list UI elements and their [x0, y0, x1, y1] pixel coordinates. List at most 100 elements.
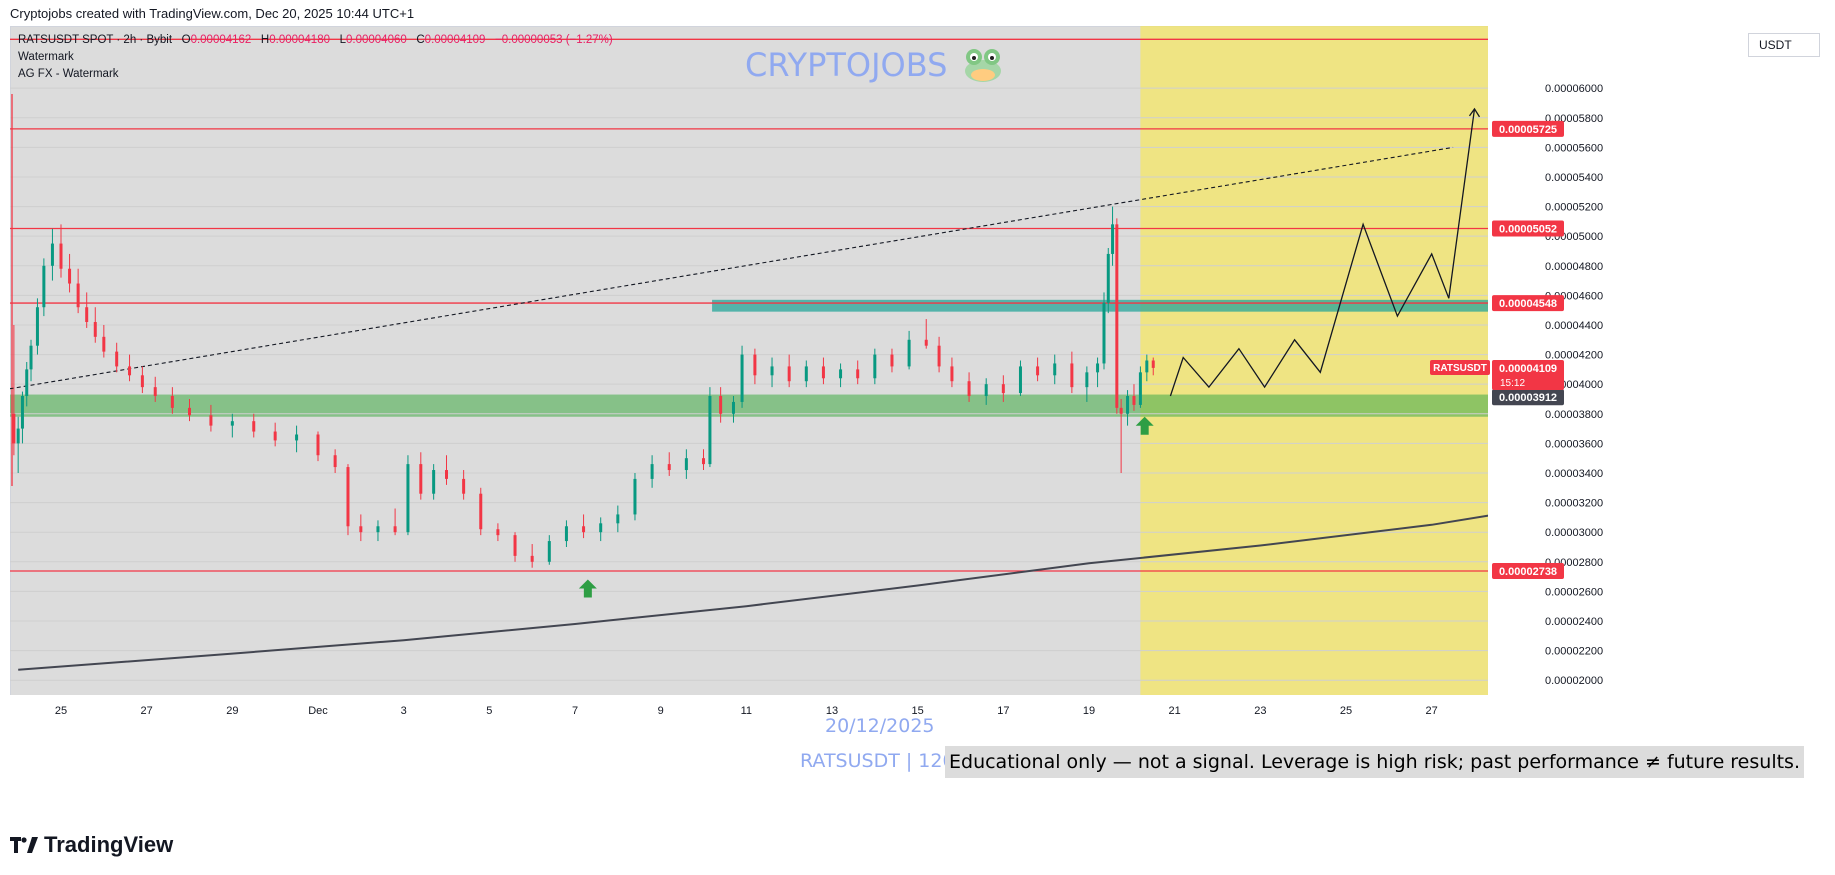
candle-body [188, 407, 191, 416]
moving-average-line [18, 513, 1497, 671]
indicator-watermark[interactable]: Watermark [18, 51, 74, 63]
countdown-text: 15:12 [1500, 378, 1525, 389]
candle-body [20, 396, 24, 429]
tradingview-logo[interactable]: TradingView [10, 832, 173, 858]
candle [719, 387, 723, 423]
candle-body [252, 421, 256, 432]
candle-body [462, 478, 466, 494]
candle [140, 366, 144, 394]
candle [102, 324, 106, 358]
currency-button[interactable]: USDT [1748, 33, 1820, 57]
tradingview-logo-icon [10, 837, 38, 853]
price-label-text: 0.00004548 [1499, 298, 1557, 310]
candle [731, 396, 735, 423]
candle-body [35, 307, 39, 346]
y-tick-label: 0.00003600 [1545, 438, 1603, 450]
y-tick-label: 0.00003400 [1545, 468, 1603, 480]
candle-body [731, 401, 735, 414]
candle-body [907, 339, 911, 367]
indicator-agfx-watermark[interactable]: AG FX - Watermark [18, 68, 119, 80]
support-zone [10, 394, 1488, 417]
candle [1138, 366, 1142, 408]
watermark-date: 20/12/2025 [825, 715, 935, 737]
candle [29, 339, 33, 382]
candle-body [346, 467, 350, 527]
candle-body [821, 366, 825, 379]
x-tick-label: Dec [308, 705, 328, 717]
candle-body [376, 526, 380, 533]
price-label-text: 0.00002738 [1499, 566, 1557, 578]
candle [50, 228, 54, 281]
candle [564, 520, 568, 547]
candle [1126, 390, 1130, 426]
candle [890, 348, 894, 373]
candle [419, 452, 423, 500]
brand-text: CRYPTOJOBS [745, 46, 948, 84]
candle-body [16, 428, 20, 444]
current-price-text: 0.00004109 [1499, 363, 1557, 375]
candle [650, 455, 654, 488]
candle-body [29, 345, 33, 370]
trend-line [10, 146, 1454, 390]
open-label: O [181, 34, 191, 46]
candle-body [1119, 407, 1123, 414]
candle [16, 416, 20, 473]
candle [599, 517, 603, 542]
candle-body [419, 464, 423, 494]
price-axis-panel[interactable] [1488, 26, 1825, 819]
candle-body [839, 369, 843, 379]
candle-body [564, 526, 568, 542]
projection-path [1169, 108, 1476, 397]
up-arrow-icon [1135, 416, 1154, 435]
candle [170, 387, 174, 414]
symbol-label[interactable]: RATSUSDT SPOT · 2h · Bybit [18, 34, 173, 46]
candle-body [873, 354, 877, 379]
candle-body [1018, 366, 1022, 394]
x-tick-label: 5 [486, 705, 492, 717]
candle [1018, 360, 1022, 397]
candle [393, 508, 397, 536]
candle-body [316, 434, 320, 456]
y-tick-label: 0.00003000 [1545, 527, 1603, 539]
price-chart[interactable]: 0.000060000.000058000.000056000.00005400… [10, 26, 1825, 819]
candle-body [50, 243, 54, 266]
candle [967, 372, 971, 402]
price-label-text: 0.00005052 [1499, 223, 1557, 235]
candle [684, 449, 688, 479]
candle [804, 360, 808, 388]
candle-body [770, 366, 774, 376]
candle [1145, 354, 1149, 382]
candle-body [1096, 363, 1100, 373]
candle-body [937, 345, 941, 367]
candle [1119, 398, 1123, 473]
candle [115, 342, 119, 373]
candle-body [684, 458, 688, 471]
candle-body [650, 464, 654, 479]
y-tick-label: 0.00006000 [1545, 83, 1603, 95]
candle [1085, 366, 1089, 402]
y-tick-label: 0.00005400 [1545, 172, 1603, 184]
candle-body [479, 493, 483, 530]
candle-body [68, 268, 72, 284]
candle-body [1126, 396, 1130, 414]
candle [85, 292, 89, 328]
candle-body [547, 541, 551, 562]
candle [907, 330, 911, 370]
candle [616, 505, 620, 533]
candle-body [1115, 224, 1119, 408]
candle-body [719, 396, 723, 414]
candle [787, 354, 791, 388]
candle-body [295, 434, 299, 441]
change-value: −0.00000053 (−1.27%) [495, 34, 613, 46]
candle-body [950, 366, 954, 382]
candle [702, 449, 705, 471]
x-tick-label: 29 [226, 705, 238, 717]
candle [93, 307, 97, 343]
price-label-box [1492, 120, 1564, 137]
candle [59, 224, 63, 278]
candle-body [209, 415, 213, 426]
price-label-box [1492, 389, 1564, 406]
candle-body [1145, 360, 1149, 373]
candle-body [616, 514, 620, 524]
candle-body [333, 455, 337, 468]
